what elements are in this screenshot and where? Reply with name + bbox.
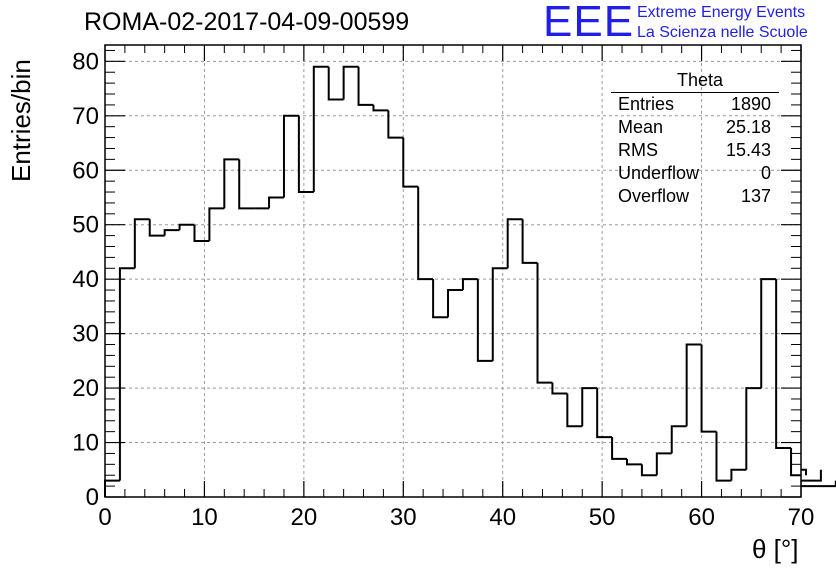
stats-label: Entries: [618, 94, 675, 114]
grid-lines: [105, 45, 801, 497]
x-tick-label: 40: [489, 504, 516, 531]
histogram-bin: [372, 104, 389, 112]
histogram-bin: [208, 207, 225, 242]
histogram-bin: [521, 219, 538, 264]
histogram-bin: [655, 452, 672, 476]
histogram-bin: [551, 382, 568, 395]
histogram-bin: [536, 262, 553, 384]
histogram-bin: [745, 387, 762, 470]
y-tick-label: 20: [72, 375, 99, 402]
stats-box: Theta Entries 1890 Mean 25.18 RMS 15.43 …: [611, 70, 779, 208]
stats-row-rms: RMS 15.43: [611, 139, 779, 162]
stats-title: Theta: [611, 70, 779, 93]
histogram-bin: [133, 218, 150, 269]
chart-title: ROMA-02-2017-04-09-00599: [84, 8, 410, 36]
stats-value: 25.18: [725, 117, 771, 137]
histogram-bin: [476, 279, 493, 362]
histogram-bin: [760, 278, 777, 389]
y-tick-label: 40: [72, 266, 99, 293]
histogram-bin: [461, 278, 478, 291]
stats-label: Underflow: [618, 163, 700, 183]
logo-tagline-2: La Scienza nelle Scuole: [637, 24, 808, 41]
histogram-bin: [417, 186, 434, 281]
histogram-bin: [312, 65, 329, 193]
histogram-bin: [238, 159, 255, 210]
x-axis-label: θ [°]: [752, 534, 799, 564]
logo-tagline-1: Extreme Energy Events: [637, 4, 806, 21]
stats-label: Overflow: [618, 186, 690, 206]
histogram-bin: [104, 479, 120, 497]
histogram-bin: [432, 279, 449, 319]
tick-labels: 0 10 20 30 40 50 60 70 0 10 20 30 40 50 60 70 80: [72, 48, 814, 531]
stats-row-underflow: Underflow 0: [611, 162, 779, 185]
x-tick-label: 20: [291, 504, 318, 531]
histogram-bin: [163, 229, 180, 236]
y-tick-label: 60: [72, 157, 99, 184]
stats-value: 1890: [730, 94, 771, 114]
histogram-bin: [581, 387, 598, 427]
x-tick-label: 30: [390, 504, 417, 531]
histogram-bin: [491, 267, 508, 361]
histogram-bin: [178, 223, 195, 231]
histogram-bin: [506, 218, 523, 269]
histogram-bin: [357, 66, 374, 106]
histogram-bins: [104, 65, 836, 497]
y-tick-label: 30: [72, 321, 99, 348]
histogram-bin: [148, 219, 165, 237]
plot-frame: [104, 44, 802, 498]
histogram-bin: [775, 279, 792, 449]
histogram-bin: [700, 344, 717, 433]
axis-ticks: [104, 45, 802, 498]
histogram-bin: [268, 196, 284, 209]
y-tick-label: 10: [72, 430, 99, 457]
histogram-bin: [282, 114, 299, 198]
histogram-bin: [447, 289, 463, 318]
x-tick-label: 60: [688, 504, 715, 531]
histogram-bin: [402, 137, 419, 188]
y-tick-label: 50: [72, 212, 99, 239]
histogram-bin: [387, 110, 404, 139]
x-tick-label: 50: [589, 504, 616, 531]
histogram-bin: [327, 66, 344, 101]
y-tick-label: 0: [86, 484, 99, 511]
histogram-bin: [790, 447, 801, 477]
histogram-bin: [566, 393, 583, 428]
histogram-bin: [640, 464, 657, 477]
histogram-bin: [801, 469, 822, 482]
x-tick-label: 10: [191, 504, 218, 531]
y-tick-label: 70: [72, 103, 99, 130]
y-axis-label: Entries/bin: [6, 59, 36, 182]
histogram-bin: [297, 115, 314, 194]
stats-value: 137: [740, 186, 771, 206]
histogram-bin: [118, 267, 135, 481]
histogram-bin: [715, 431, 732, 482]
stats-label: Mean: [618, 117, 664, 137]
histogram-bin: [223, 158, 240, 209]
histogram-bin: [685, 343, 702, 427]
y-tick-label: 80: [72, 48, 99, 75]
histogram-bin: [596, 388, 613, 439]
histogram-bin: [801, 468, 807, 476]
eee-logo: EEE: [543, 0, 635, 46]
stats-value: 0: [760, 163, 771, 183]
histogram-bin: [611, 437, 627, 460]
histogram-bin: [730, 468, 747, 481]
stats-row-mean: Mean 25.18: [611, 116, 779, 139]
histogram-bin: [670, 425, 687, 454]
x-tick-label: 0: [98, 504, 111, 531]
stats-row-entries: Entries 1890: [611, 93, 779, 116]
x-tick-label: 70: [788, 504, 815, 531]
stats-value: 15.43: [725, 140, 771, 160]
histogram-bin: [626, 458, 642, 466]
stats-row-overflow: Overflow 137: [611, 185, 779, 208]
histogram-bin: [193, 224, 210, 243]
stats-label: RMS: [618, 140, 658, 160]
histogram-bin: [342, 65, 359, 100]
